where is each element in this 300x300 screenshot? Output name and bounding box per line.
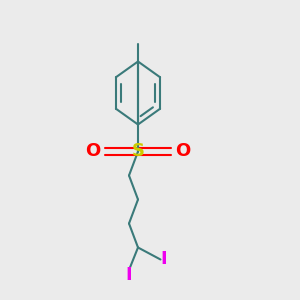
Text: S: S bbox=[131, 142, 145, 160]
Text: I: I bbox=[126, 266, 132, 284]
Text: O: O bbox=[176, 142, 190, 160]
Text: O: O bbox=[85, 142, 100, 160]
Text: I: I bbox=[160, 250, 167, 268]
